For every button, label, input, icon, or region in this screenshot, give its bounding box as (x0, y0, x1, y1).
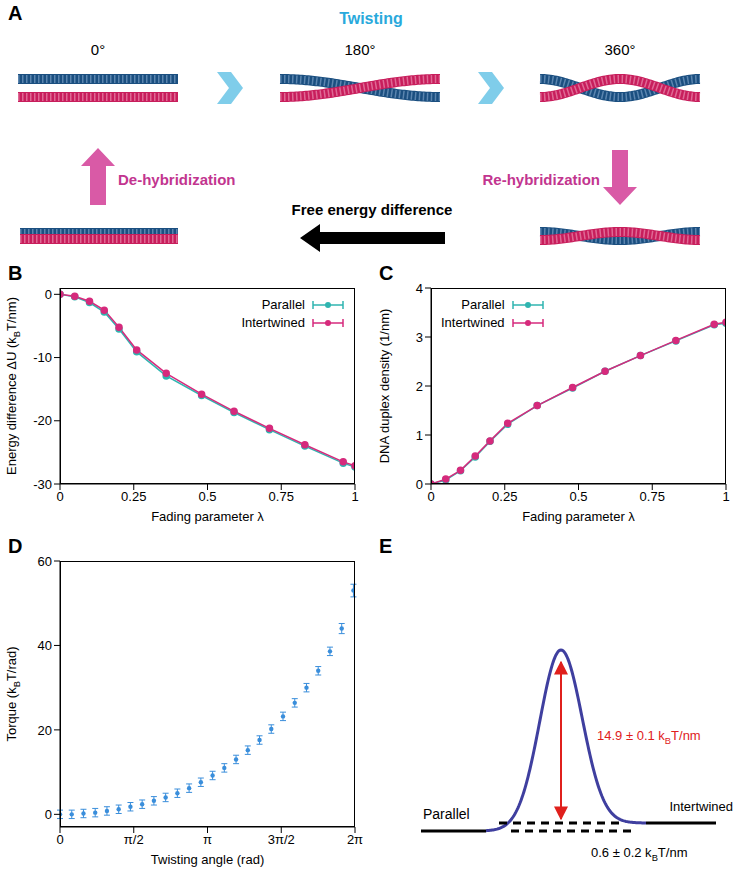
html-text:B: B (11, 681, 22, 688)
svg-text:Twisting: Twisting (339, 10, 403, 27)
svg-text:Re-hybridization: Re-hybridization (482, 171, 600, 188)
svg-text:E: E (379, 535, 392, 557)
svg-text:0.25: 0.25 (492, 489, 517, 504)
svg-text:0: 0 (45, 287, 52, 302)
html-text:D: D (8, 535, 23, 557)
svg-text:1: 1 (351, 489, 358, 504)
svg-text:3π/2: 3π/2 (268, 832, 295, 847)
svg-text:0.6 ± 0.2 kBT/nm: 0.6 ± 0.2 kBT/nm (591, 845, 687, 863)
svg-text:De-hybridization: De-hybridization (118, 171, 236, 188)
svg-text:1: 1 (722, 489, 729, 504)
html-text:Twisting angle (rad): Twisting angle (rad) (150, 852, 265, 867)
svg-text:Free energy difference: Free energy difference (292, 201, 453, 218)
html-text:B: B (11, 331, 22, 338)
html-text:Parallel: Parallel (261, 297, 305, 312)
svg-text:0.75: 0.75 (640, 489, 665, 504)
svg-text:-30: -30 (33, 477, 52, 492)
svg-text:0.5: 0.5 (569, 489, 587, 504)
svg-text:2π: 2π (347, 832, 363, 847)
svg-text:0.75: 0.75 (269, 489, 294, 504)
svg-text:2: 2 (416, 379, 423, 394)
html-text:T/nm): T/nm) (4, 297, 20, 331)
svg-text:0.25: 0.25 (121, 489, 146, 504)
svg-text:Intertwined: Intertwined (669, 799, 733, 814)
svg-text:0: 0 (427, 489, 434, 504)
html-text:Intertwined: Intertwined (241, 315, 305, 330)
svg-text:π: π (203, 832, 212, 847)
svg-text:0: 0 (56, 489, 63, 504)
svg-text:180°: 180° (344, 41, 375, 58)
html-text:B: B (8, 262, 23, 284)
svg-text:Parallel: Parallel (423, 806, 470, 822)
html-text:Parallel: Parallel (461, 297, 505, 312)
svg-text:0: 0 (45, 807, 52, 822)
svg-text:4: 4 (416, 281, 423, 296)
html-text:DNA duplex density (1/nm): DNA duplex density (1/nm) (376, 308, 392, 464)
svg-text:1: 1 (416, 428, 423, 443)
html-text:Fading parameter λ: Fading parameter λ (522, 509, 635, 524)
svg-text:40: 40 (38, 638, 52, 653)
svg-text:-20: -20 (33, 413, 52, 428)
svg-text:60: 60 (38, 554, 52, 569)
html-text:Torque (k: Torque (k (4, 687, 20, 742)
svg-text:A: A (8, 2, 22, 24)
svg-text:20: 20 (38, 723, 52, 738)
svg-text:0°: 0° (91, 41, 105, 58)
svg-text:0.5: 0.5 (198, 489, 216, 504)
html-text:C: C (379, 262, 394, 284)
svg-text:3: 3 (416, 330, 423, 345)
svg-text:0: 0 (56, 832, 63, 847)
html-text:T/rad): T/rad) (4, 646, 20, 682)
svg-text:360°: 360° (604, 41, 635, 58)
svg-text:π/2: π/2 (124, 832, 144, 847)
html-text:Fading parameter λ: Fading parameter λ (151, 509, 264, 524)
svg-text:0: 0 (416, 477, 423, 492)
html-text:Intertwined: Intertwined (441, 315, 505, 330)
svg-text:-10: -10 (33, 350, 52, 365)
svg-text:14.9 ± 0.1 kBT/nm: 14.9 ± 0.1 kBT/nm (597, 728, 701, 746)
html-text:Energy difference ΔU (k: Energy difference ΔU (k (4, 337, 20, 475)
